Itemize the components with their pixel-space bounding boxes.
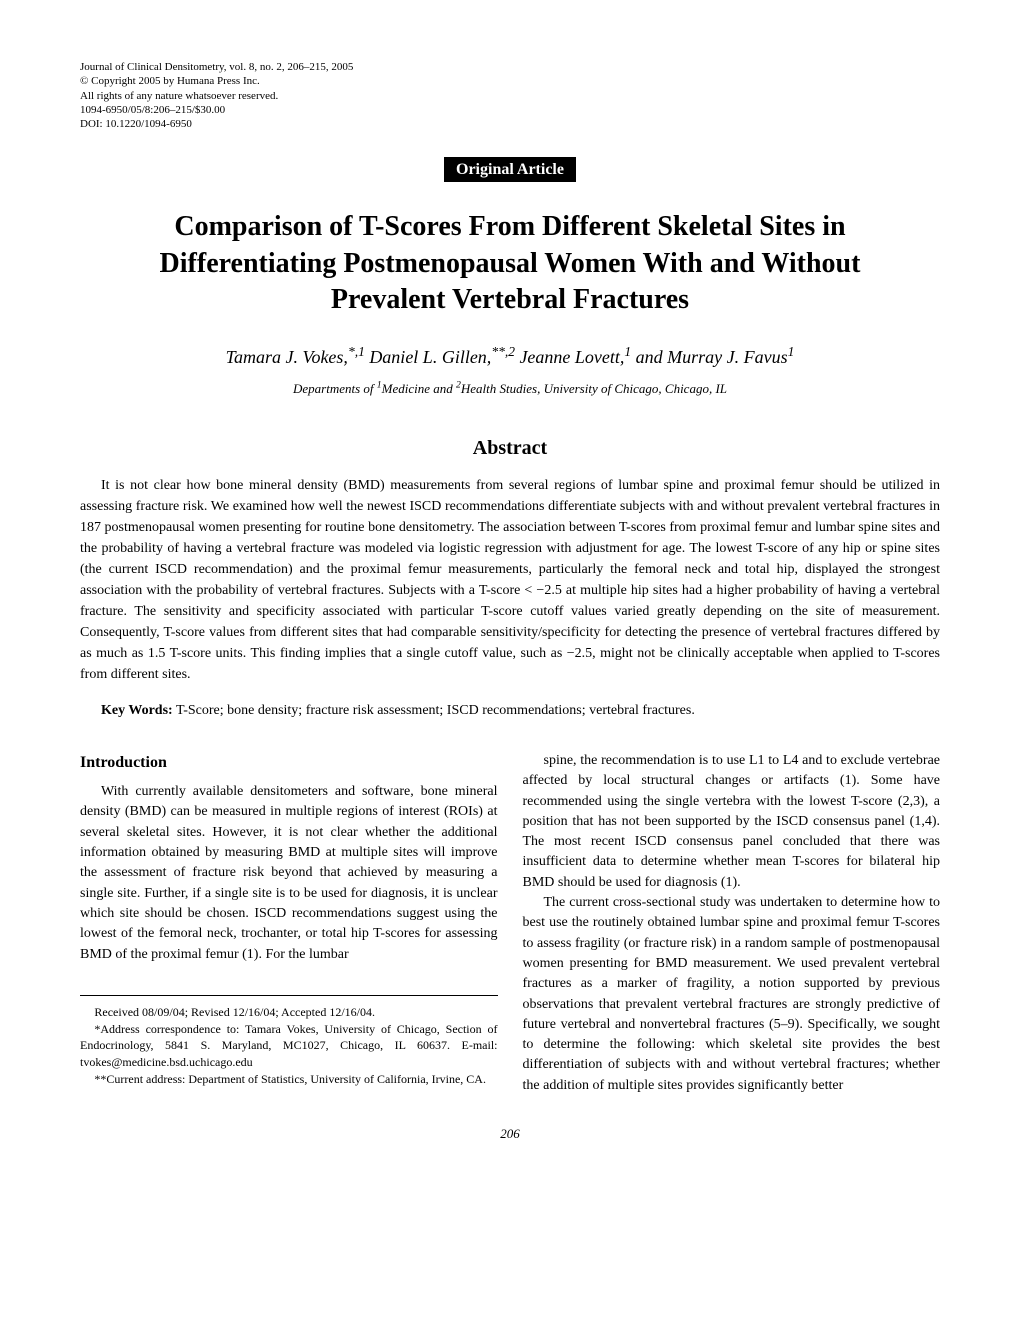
- authors-list: Tamara J. Vokes,*,1 Daniel L. Gillen,**,…: [80, 344, 940, 368]
- footnote-current-address: **Current address: Department of Statist…: [80, 1071, 498, 1088]
- left-column: Introduction With currently available de…: [80, 751, 498, 1096]
- rights-line: All rights of any nature whatsoever rese…: [80, 89, 940, 103]
- author-text: Tamara J. Vokes,*,1 Daniel L. Gillen,**,…: [226, 347, 795, 367]
- intro-paragraph-1: With currently available densitometers a…: [80, 782, 498, 965]
- journal-citation: Journal of Clinical Densitometry, vol. 8…: [80, 60, 940, 74]
- page-number: 206: [80, 1126, 940, 1142]
- abstract-text: It is not clear how bone mineral density…: [80, 475, 940, 685]
- badge-label: Original Article: [444, 157, 576, 182]
- keywords-label: Key Words:: [101, 703, 173, 718]
- doi-line: DOI: 10.1220/1094-6950: [80, 117, 940, 131]
- intro-paragraph-3: The current cross-sectional study was un…: [523, 893, 941, 1096]
- right-column: spine, the recommendation is to use L1 t…: [523, 751, 941, 1096]
- introduction-heading: Introduction: [80, 751, 498, 774]
- keywords-text: T-Score; bone density; fracture risk ass…: [173, 703, 695, 718]
- abstract-heading: Abstract: [80, 437, 940, 460]
- issn-line: 1094-6950/05/8:206–215/$30.00: [80, 103, 940, 117]
- footnote-received: Received 08/09/04; Revised 12/16/04; Acc…: [80, 1004, 498, 1021]
- intro-paragraph-2: spine, the recommendation is to use L1 t…: [523, 751, 941, 893]
- copyright-line: © Copyright 2005 by Humana Press Inc.: [80, 74, 940, 88]
- keywords: Key Words: T-Score; bone density; fractu…: [80, 700, 940, 721]
- footnotes: Received 08/09/04; Revised 12/16/04; Acc…: [80, 995, 498, 1088]
- footnote-correspondence: *Address correspondence to: Tamara Vokes…: [80, 1021, 498, 1071]
- journal-info: Journal of Clinical Densitometry, vol. 8…: [80, 60, 940, 131]
- body-columns: Introduction With currently available de…: [80, 751, 940, 1096]
- affiliations: Departments of 1Medicine and 2Health Stu…: [80, 380, 940, 397]
- article-type-badge: Original Article: [80, 161, 940, 179]
- article-title: Comparison of T-Scores From Different Sk…: [80, 209, 940, 318]
- affiliations-text: Departments of 1Medicine and 2Health Stu…: [293, 381, 727, 396]
